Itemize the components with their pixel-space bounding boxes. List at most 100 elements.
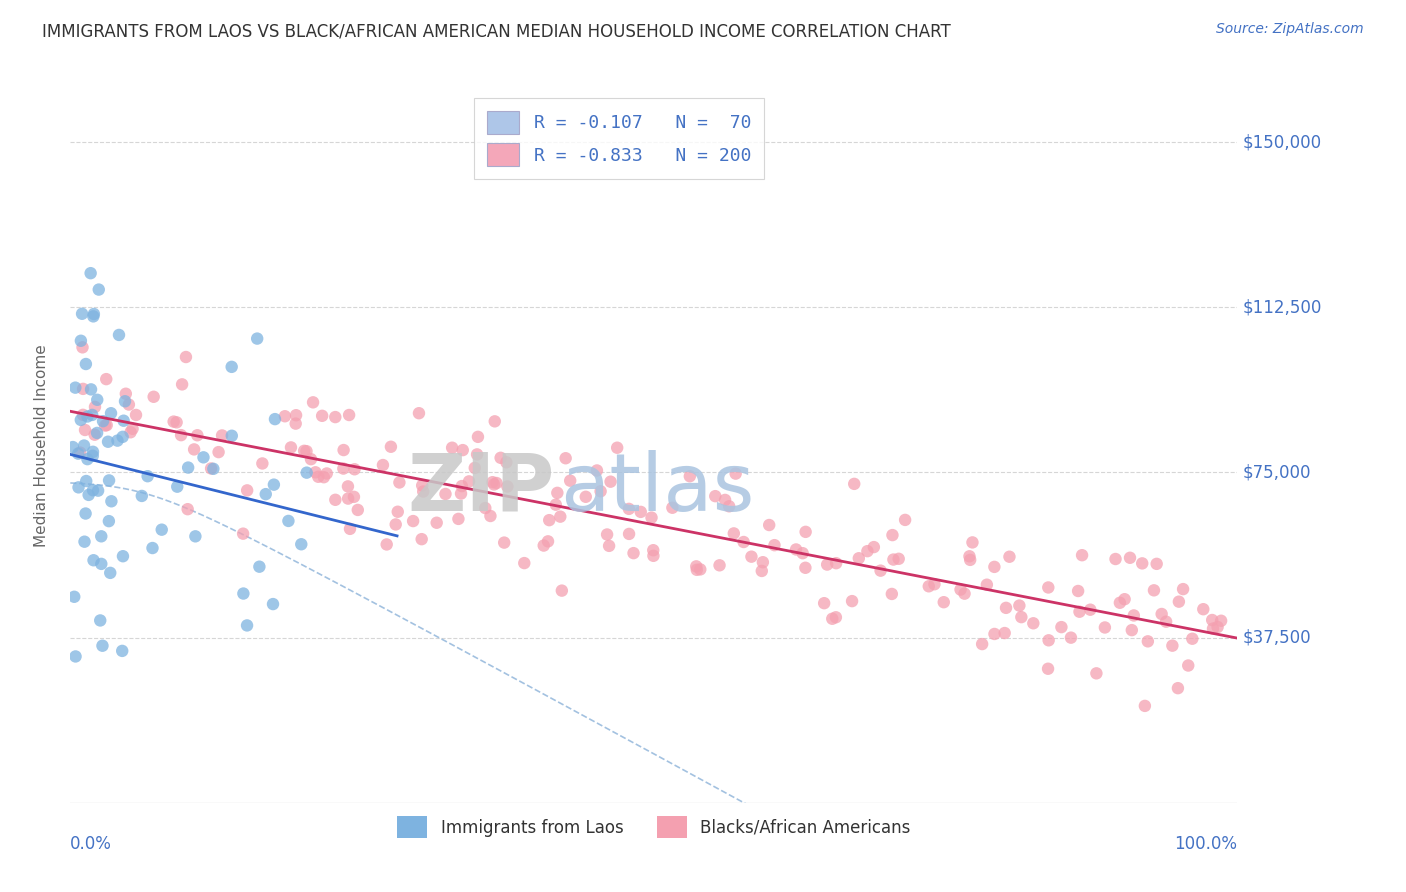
Point	[80, 383, 103, 397]
Point	[599, 475, 621, 489]
Point	[643, 549, 665, 563]
Point	[247, 559, 270, 574]
Point	[482, 477, 505, 491]
Point	[77, 488, 100, 502]
Point	[426, 516, 449, 530]
Point	[880, 587, 903, 601]
Text: $150,000: $150,000	[1243, 133, 1322, 151]
Point	[166, 480, 188, 494]
Point	[97, 434, 120, 449]
Point	[311, 409, 333, 423]
Point	[841, 594, 863, 608]
Point	[983, 560, 1005, 574]
Text: 0.0%: 0.0%	[70, 835, 112, 853]
Point	[863, 540, 886, 554]
Point	[302, 395, 325, 409]
Point	[1038, 633, 1060, 648]
Point	[724, 467, 747, 481]
Point	[108, 327, 131, 342]
Point	[375, 537, 398, 551]
Point	[1022, 616, 1045, 631]
Point	[983, 627, 1005, 641]
Point	[380, 440, 402, 454]
Point	[1143, 583, 1166, 598]
Point	[150, 523, 173, 537]
Point	[718, 500, 741, 514]
Point	[332, 443, 354, 458]
Point	[388, 475, 411, 490]
Point	[274, 409, 297, 424]
Point	[315, 467, 337, 481]
Point	[69, 445, 91, 459]
Point	[264, 412, 287, 426]
Point	[304, 465, 326, 479]
Point	[995, 600, 1018, 615]
Point	[733, 535, 755, 549]
Point	[402, 514, 425, 528]
Point	[451, 443, 474, 458]
Point	[994, 626, 1017, 640]
Point	[75, 507, 97, 521]
Point	[441, 441, 464, 455]
Point	[709, 558, 731, 573]
Point	[284, 417, 307, 431]
Point	[83, 307, 105, 321]
Point	[481, 475, 503, 490]
Point	[551, 583, 574, 598]
Text: $112,500: $112,500	[1243, 298, 1323, 317]
Point	[1177, 658, 1199, 673]
Point	[86, 425, 108, 440]
Point	[76, 452, 98, 467]
Point	[1136, 634, 1159, 648]
Point	[91, 639, 114, 653]
Point	[75, 474, 97, 488]
Point	[1171, 582, 1194, 596]
Point	[75, 357, 97, 371]
Point	[211, 428, 233, 442]
Point	[794, 561, 817, 575]
Point	[200, 461, 222, 475]
Point	[411, 532, 433, 546]
Point	[606, 441, 628, 455]
Point	[962, 535, 984, 549]
Point	[489, 450, 512, 465]
Point	[533, 539, 555, 553]
Point	[465, 447, 488, 461]
Point	[82, 408, 104, 422]
Point	[111, 644, 134, 658]
Point	[83, 553, 105, 567]
Point	[496, 479, 519, 493]
Point	[299, 452, 322, 467]
Point	[292, 443, 315, 458]
Point	[617, 501, 640, 516]
Point	[183, 442, 205, 457]
Point	[1206, 620, 1229, 634]
Point	[112, 414, 135, 428]
Point	[856, 544, 879, 558]
Text: IMMIGRANTS FROM LAOS VS BLACK/AFRICAN AMERICAN MEDIAN HOUSEHOLD INCOME CORRELATI: IMMIGRANTS FROM LAOS VS BLACK/AFRICAN AM…	[42, 22, 950, 40]
Point	[323, 410, 346, 425]
Point	[387, 505, 409, 519]
Point	[1201, 613, 1223, 627]
Point	[118, 398, 141, 412]
Point	[280, 441, 302, 455]
Point	[560, 474, 582, 488]
Point	[1008, 599, 1031, 613]
Point	[246, 332, 269, 346]
Point	[882, 552, 904, 566]
Point	[343, 490, 366, 504]
Point	[111, 549, 134, 564]
Point	[100, 406, 122, 420]
Point	[1094, 620, 1116, 634]
Point	[285, 408, 308, 422]
Point	[752, 555, 775, 569]
Point	[82, 444, 104, 458]
Point	[72, 340, 94, 354]
Point	[371, 458, 394, 472]
Point	[1154, 615, 1177, 629]
Point	[458, 475, 481, 489]
Point	[643, 543, 665, 558]
Point	[623, 546, 645, 560]
Point	[467, 430, 489, 444]
Point	[236, 483, 259, 498]
